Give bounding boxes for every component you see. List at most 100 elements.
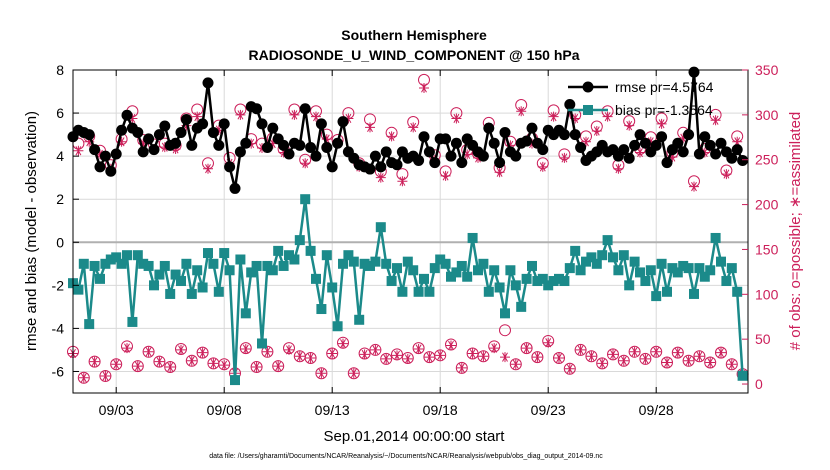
obs-possible-marker	[715, 346, 727, 359]
rmse-point	[391, 159, 403, 171]
obs-assimilated-marker	[548, 111, 559, 122]
obs-assimilated-marker	[89, 356, 100, 367]
obs-assimilated-marker	[386, 131, 397, 142]
bias-point	[656, 258, 667, 269]
bias-point	[197, 282, 208, 293]
bias-point	[111, 252, 122, 263]
y-tick-label: 8	[56, 62, 64, 78]
rmse-point	[510, 150, 522, 162]
obs-assimilated-marker	[208, 358, 219, 369]
rmse-point	[564, 98, 576, 110]
rmse-point	[278, 139, 290, 151]
rmse-point	[105, 165, 117, 177]
obs-assimilated-marker	[564, 363, 575, 374]
bias-point	[608, 252, 618, 263]
y-right-tick-label: 0	[755, 376, 763, 392]
bias-point	[699, 271, 710, 282]
rmse-point	[731, 144, 743, 156]
rmse-point	[639, 137, 651, 149]
bias-point	[602, 235, 613, 246]
obs-assimilated-marker	[278, 147, 289, 158]
bias-point	[224, 265, 235, 276]
bias-point	[235, 254, 246, 265]
obs-assimilated-marker	[683, 355, 694, 366]
bias-point	[726, 263, 737, 274]
rmse-point	[429, 157, 441, 169]
rmse-point	[224, 161, 236, 173]
bias-point	[532, 276, 543, 287]
obs-possible-marker	[326, 347, 339, 360]
bias-point	[413, 286, 424, 297]
rmse-point	[375, 161, 387, 173]
rmse-point	[299, 103, 311, 115]
rmse-point	[251, 103, 263, 115]
obs-assimilated-marker	[219, 360, 230, 371]
rmse-point	[537, 144, 549, 156]
bias-point	[737, 370, 748, 381]
rmse-point	[337, 116, 349, 128]
rmse-point	[116, 124, 128, 136]
obs-assimilated-marker	[678, 133, 689, 144]
bias-point	[732, 286, 743, 297]
obs-assimilated-marker	[100, 370, 111, 381]
rmse-point	[267, 122, 279, 134]
obs-possible-marker	[628, 345, 641, 358]
obs-possible-marker	[434, 349, 447, 362]
rmse-point	[558, 129, 570, 141]
x-tick-label: 09/03	[99, 402, 134, 418]
obs-assimilated-marker	[95, 149, 105, 160]
rmse-point	[234, 146, 246, 158]
bias-point	[451, 267, 462, 278]
bias-point	[581, 256, 591, 267]
obs-assimilated-marker	[78, 372, 89, 383]
bias-point	[365, 260, 375, 271]
bias-point	[446, 271, 456, 282]
obs-assimilated-marker	[159, 142, 170, 153]
rmse-point	[321, 142, 333, 154]
obs-possible-marker	[671, 346, 684, 359]
rmse-point	[413, 154, 425, 166]
bias-point	[419, 273, 429, 284]
rmse-point	[99, 150, 111, 162]
obs-possible-marker	[596, 357, 609, 370]
obs-assimilated-marker	[721, 169, 732, 180]
obs-assimilated-marker	[689, 181, 699, 192]
bias-point	[240, 308, 251, 319]
obs-assimilated-marker	[300, 158, 311, 169]
rmse-point	[569, 129, 581, 141]
obs-possible-marker	[99, 369, 112, 382]
rmse-point	[148, 144, 160, 156]
obs-assimilated-marker	[462, 149, 473, 160]
bias-point	[440, 258, 451, 269]
bias-point	[462, 271, 473, 282]
rmse-point	[477, 150, 489, 162]
obs-assimilated-marker	[251, 361, 262, 372]
obs-possible-marker	[185, 354, 198, 367]
bias-point	[338, 258, 348, 269]
obs-possible-marker	[347, 367, 360, 380]
obs-assimilated-marker	[489, 343, 500, 354]
bias-point	[554, 273, 564, 284]
obs-assimilated-marker	[311, 111, 321, 122]
obs-assimilated-marker	[294, 351, 305, 362]
x-tick-label: 09/23	[531, 402, 566, 418]
axis-ticks: 09/03 09/08 09/13 09/18 09/23 09/28 -6 -4 -2 0 2 4 6…	[52, 62, 779, 418]
bias-point	[640, 276, 651, 287]
obs-assimilated-marker	[640, 353, 651, 364]
rmse-point	[629, 139, 641, 151]
obs-assimilated-marker	[516, 106, 527, 117]
bias-point	[311, 273, 321, 284]
bias-point	[721, 276, 732, 287]
obs-possible-marker	[704, 356, 717, 369]
obs-assimilated-marker	[176, 344, 186, 355]
rmse-point	[494, 157, 506, 169]
legend-bias-label: bias pr=-1.3564	[615, 102, 713, 118]
obs-assimilated-marker	[375, 172, 386, 183]
bias-point	[613, 265, 624, 276]
bias-point	[186, 288, 197, 299]
rmse-point	[326, 161, 338, 173]
rmse-point	[715, 137, 727, 149]
obs-assimilated-marker	[370, 344, 381, 355]
rmse-point	[369, 150, 381, 162]
obs-assimilated-marker	[608, 349, 618, 360]
